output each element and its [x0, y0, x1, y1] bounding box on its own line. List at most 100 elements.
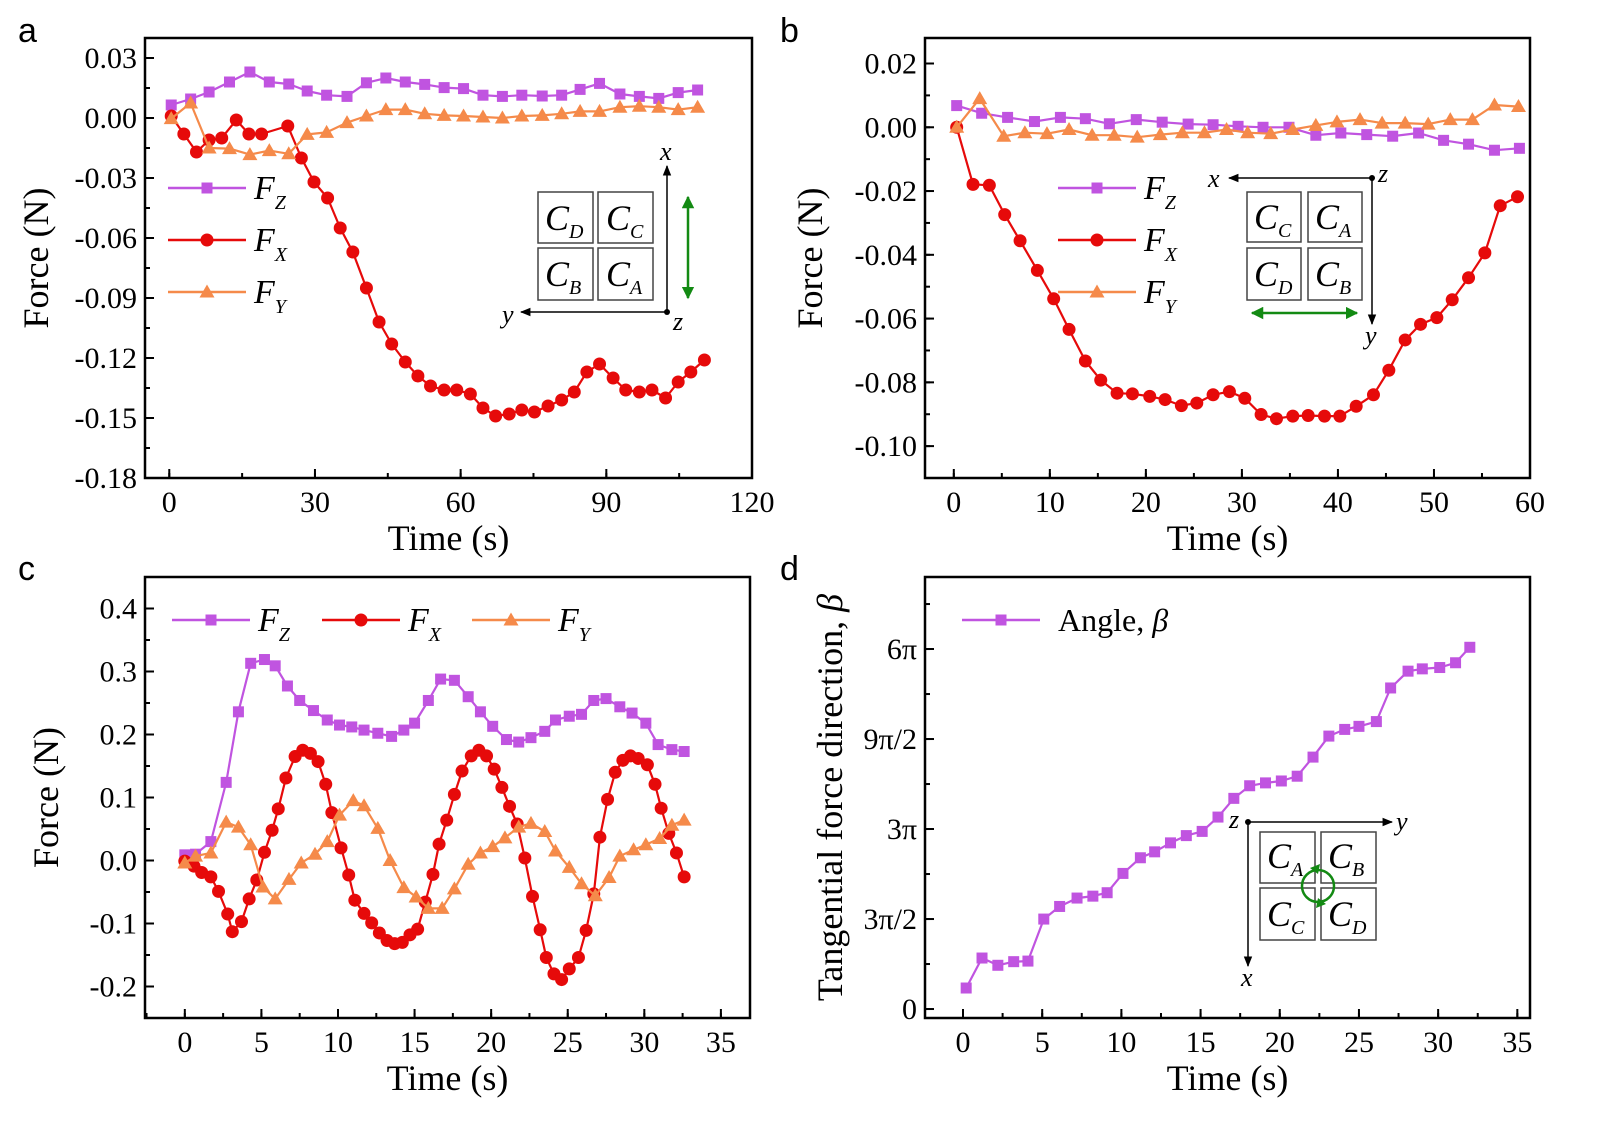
data-point: [1030, 263, 1044, 277]
y-tick-label: 0.00: [85, 102, 138, 135]
data-point: [438, 82, 450, 94]
data-point: [422, 694, 434, 706]
data-point: [1464, 641, 1476, 653]
data-point: [666, 744, 678, 756]
data-point: [229, 113, 243, 127]
data-point: [487, 762, 501, 776]
data-point: [594, 77, 606, 89]
data-point: [976, 952, 988, 964]
data-point: [1174, 125, 1190, 139]
data-point: [549, 714, 561, 726]
data-point: [592, 103, 608, 117]
data-point: [576, 708, 588, 720]
series-fy: [177, 793, 692, 914]
y-axis-title-text: Force (N): [790, 188, 830, 329]
legend-label: FX: [1143, 222, 1178, 266]
x-tick-label: 10: [323, 1026, 353, 1059]
data-point: [1283, 121, 1295, 133]
data-point: [419, 78, 431, 90]
data-point: [1430, 311, 1444, 325]
legend-entry-fx: FX: [1058, 222, 1178, 266]
x-tick-label: 0: [956, 1026, 971, 1059]
data-point: [215, 131, 229, 145]
data-point: [281, 871, 297, 885]
panel-label: b: [780, 12, 799, 50]
data-point: [1329, 114, 1345, 128]
data-point: [321, 191, 335, 205]
y-tick-label: 0.0: [100, 845, 138, 878]
y-tick-label: -0.06: [855, 303, 918, 336]
data-point: [1413, 127, 1425, 139]
x-tick-label: 10: [1106, 1026, 1136, 1059]
data-point: [424, 379, 438, 393]
legend-label: FY: [557, 602, 592, 646]
data-point: [1462, 271, 1476, 285]
data-point: [472, 845, 488, 859]
y-axis-title-text: Force (N): [16, 188, 56, 329]
data-point: [527, 405, 541, 419]
data-point: [299, 126, 315, 140]
data-point: [1402, 665, 1414, 677]
data-point: [579, 923, 593, 937]
data-point: [372, 315, 386, 329]
data-point: [1370, 716, 1382, 728]
inset-diagram-b: CC CA CD CB x y z: [1207, 159, 1388, 350]
chart-panel-a: a 0 30 60 90 120 0.03 0.00 -0.03 -0.06 -0.09 -0.12 -…: [16, 12, 775, 558]
data-point: [626, 707, 638, 719]
series-fx: [950, 120, 1525, 426]
plot-frame: [923, 36, 1532, 480]
data-point: [1180, 830, 1192, 842]
x-tick-label: 15: [400, 1026, 430, 1059]
data-point: [380, 72, 392, 84]
axis-label: z: [1228, 805, 1239, 834]
legend-entry-fz: FZ: [172, 602, 291, 646]
data-point: [463, 387, 477, 401]
data-point: [1013, 234, 1027, 248]
data-point: [341, 90, 353, 102]
cell-label: CD: [545, 198, 584, 243]
data-point: [218, 814, 234, 828]
data-point: [460, 856, 476, 870]
legend-label-main: F: [407, 602, 430, 639]
data-point: [1103, 118, 1115, 130]
data-point: [652, 739, 664, 751]
legend-marker: [205, 614, 217, 626]
x-tick-label: 30: [300, 486, 330, 519]
series-fx: [164, 109, 711, 423]
data-point: [518, 851, 532, 865]
x-tick-label: 35: [706, 1026, 736, 1059]
data-point: [399, 76, 411, 88]
data-point: [462, 691, 474, 703]
y-tick-label: 0.00: [865, 111, 918, 144]
data-point: [201, 140, 217, 154]
data-point: [1190, 396, 1204, 410]
data-point: [1238, 391, 1252, 405]
data-point: [612, 99, 628, 113]
data-point: [525, 732, 537, 744]
legend-entry-fy: FY: [1058, 274, 1178, 318]
x-tick-label: 10: [1035, 486, 1065, 519]
y-tick-label: -0.18: [75, 462, 138, 495]
data-point: [998, 208, 1012, 222]
data-point: [593, 830, 607, 844]
data-point: [332, 807, 348, 821]
data-point: [1156, 116, 1168, 128]
inset-diagram-d: CA CB CC CD y x z: [1228, 805, 1408, 992]
data-point: [949, 119, 965, 133]
y-tick-label: 0.02: [865, 48, 918, 81]
data-point: [1232, 120, 1244, 132]
data-point: [692, 84, 704, 96]
data-point: [1196, 125, 1212, 139]
data-point: [1087, 890, 1099, 902]
series-fy: [163, 95, 706, 161]
data-point: [1110, 386, 1124, 400]
data-point: [339, 115, 355, 129]
y-axis-title: Force (N): [26, 727, 66, 868]
data-point: [1307, 751, 1319, 763]
data-point: [992, 959, 1004, 971]
y-tick-label: 0.1: [100, 782, 138, 815]
data-point: [301, 85, 313, 97]
data-point: [1054, 111, 1066, 123]
data-point: [359, 281, 373, 295]
